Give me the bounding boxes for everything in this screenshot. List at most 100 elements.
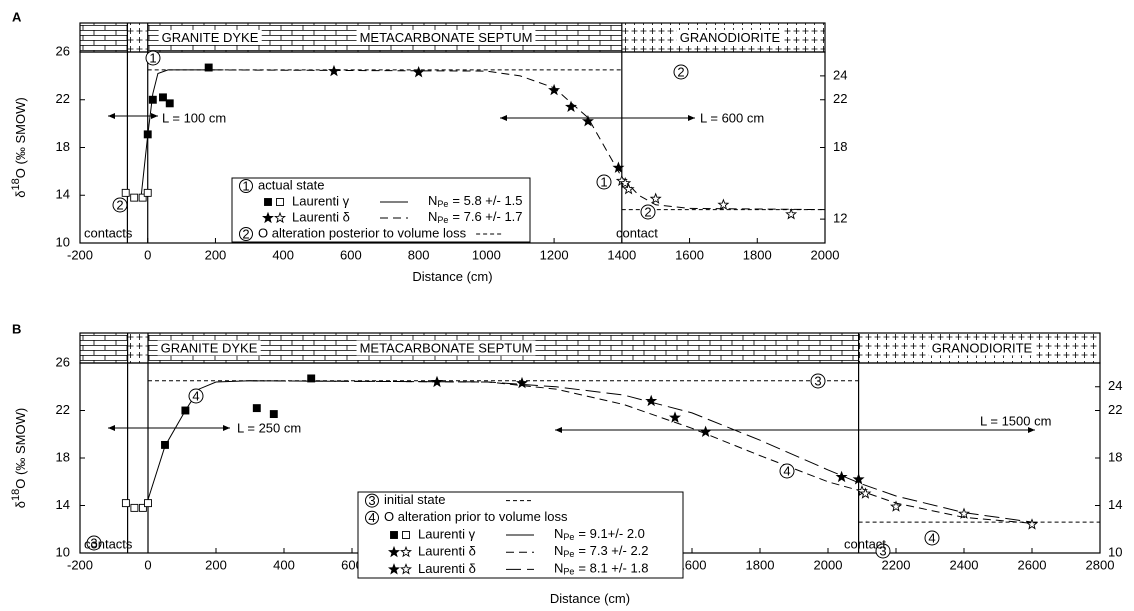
- arrow-head: [688, 115, 695, 121]
- x-tick-label: 400: [272, 247, 294, 262]
- annotation: 1: [149, 50, 156, 65]
- legend-marker: [400, 563, 412, 575]
- legend-stat-sub: Pe: [563, 550, 574, 560]
- lithology-zone: [80, 333, 128, 363]
- legend-marker: [400, 545, 412, 558]
- lithology-zone: [127, 23, 148, 52]
- x-axis-label-unit: (cm): [467, 269, 493, 284]
- y-tick-label: 14: [56, 187, 70, 202]
- annotation: L = 600 cm: [700, 110, 764, 125]
- x-tick-label: 2000: [814, 557, 843, 572]
- arrow-head: [1028, 427, 1035, 433]
- data-point: [138, 193, 147, 202]
- annotation: 2: [116, 197, 123, 212]
- annotation: 1: [600, 174, 607, 189]
- annotation-circle: [779, 463, 795, 479]
- x-tick-label: 1800: [746, 557, 775, 572]
- annotation: 4: [192, 388, 199, 403]
- x-tick-label: 1600: [678, 557, 707, 572]
- x-tick-label: 1800: [743, 247, 772, 262]
- data-point: [852, 473, 865, 485]
- data-point: [204, 63, 213, 72]
- annotation: 3: [879, 543, 886, 558]
- annotation-circle: [924, 530, 940, 546]
- legend-circle-label: 3: [368, 493, 375, 508]
- model-curve: [249, 380, 1033, 523]
- annotation: 4: [928, 530, 935, 545]
- x-tick-label: 2400: [950, 557, 979, 572]
- legend-marker: [274, 211, 286, 224]
- data-point: [327, 64, 340, 77]
- annotation-circle: [875, 543, 891, 559]
- legend-circle: [365, 510, 379, 525]
- data-point: [619, 177, 632, 189]
- model-curve: [249, 380, 1033, 524]
- data-point: [612, 161, 625, 173]
- y-tick-label: 26: [56, 354, 70, 369]
- data-point: [269, 410, 278, 419]
- y-tick-label: 22: [56, 402, 70, 417]
- annotation: 2: [644, 204, 651, 219]
- data-point: [307, 374, 316, 383]
- legend-stat-symbol: N: [554, 561, 563, 576]
- strip-label-bg: [928, 340, 1036, 356]
- annotation: L = 100 cm: [162, 110, 226, 125]
- y-axis-label-rest: O (‰ SMOW): [13, 97, 28, 178]
- legend-stat-symbol: N: [554, 544, 563, 559]
- x-tick-label: 800: [408, 247, 430, 262]
- legend-marker: [262, 211, 274, 224]
- data-point: [252, 404, 261, 413]
- data-point: [645, 394, 658, 407]
- annotation: 3: [814, 373, 821, 388]
- y-axis-label-prefix: δ: [13, 501, 28, 508]
- y-axis-label: δ18O (‰ SMOW): [10, 97, 29, 197]
- legend-stat-value: = 5.8 +/- 1.5: [452, 193, 522, 208]
- arrow-head: [500, 115, 507, 121]
- legend-stat-symbol: N: [428, 209, 437, 224]
- arrow-head: [108, 113, 115, 119]
- y-tick-label: 14: [56, 497, 70, 512]
- annotation-circle: [596, 174, 612, 190]
- legend-text: O alteration posterior to volume loss: [258, 225, 467, 240]
- y2-tick-label: 24: [833, 67, 847, 82]
- data-point: [148, 95, 157, 104]
- strip-label-bg: [356, 29, 536, 45]
- x-tick-label: 600: [340, 247, 362, 262]
- annotation: 4: [783, 463, 790, 478]
- strip-label-bg: [356, 340, 536, 356]
- x-axis-label: Distance (cm): [412, 269, 492, 284]
- arrow-head: [151, 113, 158, 119]
- data-point: [717, 198, 730, 210]
- annotation: contact: [616, 225, 658, 240]
- arrow-head: [108, 425, 115, 431]
- data-point: [890, 500, 902, 512]
- x-tick-label: -200: [67, 557, 93, 572]
- x-tick-label: 0: [144, 557, 151, 572]
- data-point: [622, 182, 635, 195]
- annotation: L = 250 cm: [237, 420, 301, 435]
- legend-text: Laurenti δ: [418, 544, 476, 559]
- legend-marker: [388, 563, 400, 575]
- annotation-circle: [112, 197, 128, 213]
- lithology-zone: [127, 333, 148, 363]
- legend-stat-value: = 7.3 +/- 2.2: [578, 544, 648, 559]
- data-point: [165, 99, 174, 108]
- legend-circle: [239, 179, 253, 193]
- legend-marker: [264, 198, 272, 206]
- annotation: contacts: [84, 536, 133, 551]
- data-point: [181, 406, 190, 415]
- legend-marker: [388, 545, 400, 558]
- y2-tick-label: 12: [833, 211, 847, 226]
- y2-tick-label: 22: [1108, 402, 1122, 417]
- annotation-circle: [86, 535, 102, 551]
- y2-tick-label: 14: [1108, 497, 1122, 512]
- legend-stat-sub: Pe: [563, 567, 574, 577]
- panel-label: B: [12, 321, 21, 336]
- panel-label: A: [12, 9, 22, 24]
- annotation-circle: [810, 373, 826, 389]
- legend-stat: NPe = 9.1+/- 2.0: [554, 526, 645, 542]
- arrow-head: [223, 425, 230, 431]
- y-axis-label: δ18O (‰ SMOW): [10, 408, 29, 508]
- x-axis-label-text: Distance (cm): [550, 591, 630, 606]
- data-point: [161, 440, 169, 449]
